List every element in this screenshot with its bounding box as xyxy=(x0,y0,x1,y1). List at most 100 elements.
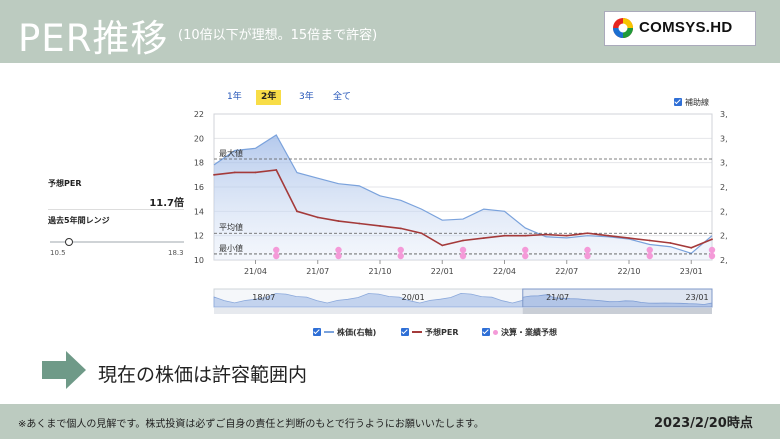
page-title: PER推移 xyxy=(18,17,169,60)
earnings-marker xyxy=(522,252,529,260)
y-left-tick-label: 18 xyxy=(194,159,204,168)
per-point xyxy=(316,216,319,219)
footer-bar: ※あくまで個人の見解です。株式投資は必ずご自身の責任と判断のもとで行うようにお願… xyxy=(0,404,780,439)
legend-price-checkbox[interactable] xyxy=(313,328,321,336)
x-tick-label: 23/01 xyxy=(680,267,703,276)
earnings-marker xyxy=(273,246,280,254)
reference-line-label: 最大値 xyxy=(219,148,243,158)
earnings-marker xyxy=(646,252,653,260)
y-right-tick-label: 3,170 xyxy=(720,159,728,168)
navigator-scrollbar-thumb xyxy=(522,308,712,314)
arrow-right-icon xyxy=(42,351,86,389)
per-point xyxy=(233,171,236,174)
tab-3y[interactable]: 3年 xyxy=(299,92,314,102)
earnings-marker xyxy=(646,246,653,254)
logo-text: COMSYS.HD xyxy=(639,19,733,36)
per-point xyxy=(524,234,527,237)
per-point xyxy=(503,234,506,237)
legend-earnings[interactable]: 決算・業績予想 xyxy=(482,327,557,338)
legend-earnings-label: 決算・業績予想 xyxy=(501,328,557,337)
per-point xyxy=(358,222,361,225)
earnings-marker xyxy=(708,252,716,260)
navigator-selection xyxy=(522,288,713,308)
legend-per[interactable]: 予想PER xyxy=(401,327,459,338)
navigator-tick-label: 23/01 xyxy=(686,293,709,302)
price-area xyxy=(214,135,712,260)
tab-2y[interactable]: 2年 xyxy=(256,90,282,105)
y-right-tick-label: 3,610 xyxy=(720,110,728,119)
navigator-scrollbar xyxy=(214,308,712,314)
y-right-tick-label: 2,950 xyxy=(720,183,728,192)
tab-1y[interactable]: 1年 xyxy=(227,92,242,102)
header-bar: PER推移 (10倍以下が理想。15倍まで許容) COMSYS.HD xyxy=(0,0,780,63)
earnings-marker xyxy=(459,252,467,260)
status-text: 現在の株価は許容範囲内 xyxy=(98,364,308,386)
earnings-marker xyxy=(397,252,404,260)
y-left-tick-label: 20 xyxy=(194,134,204,143)
per-point xyxy=(275,169,278,171)
disclaimer: ※あくまで個人の見解です。株式投資は必ずご自身の責任と判断のもとで行うようにお願… xyxy=(18,419,484,430)
x-tick-label: 21/04 xyxy=(244,267,267,276)
x-tick-label: 22/10 xyxy=(617,267,640,276)
legend-earnings-swatch xyxy=(493,330,498,335)
earnings-marker xyxy=(708,246,716,254)
per-point xyxy=(628,237,630,240)
per-point xyxy=(482,237,485,240)
range-max: 18.3 xyxy=(168,249,184,257)
company-logo: COMSYS.HD xyxy=(604,11,756,46)
per-point xyxy=(296,210,298,213)
helper-lines-toggle[interactable]: 補助線 xyxy=(674,97,709,108)
per-point xyxy=(462,239,464,242)
y-right-tick-label: 2,730 xyxy=(720,207,728,216)
earnings-marker xyxy=(335,252,342,260)
legend-price-label: 株価(右軸) xyxy=(337,328,377,337)
earnings-marker xyxy=(273,252,280,260)
helper-lines-label: 補助線 xyxy=(685,98,709,107)
reference-line-label: 最小値 xyxy=(219,243,243,253)
per-chart-card: 1年 2年 3年 全て 補助線 223,610203,390183,170162… xyxy=(186,84,728,345)
comsys-logo-icon xyxy=(613,18,633,38)
per-chart-svg: 22 3,610 20 3,390 18 3,170 16 2,950 14 2,730 12 2,5… xyxy=(194,110,728,314)
per-point xyxy=(648,239,651,242)
helper-lines-checkbox[interactable] xyxy=(674,98,682,106)
per-point xyxy=(379,225,381,227)
navigator-tick-label: 18/07 xyxy=(252,293,275,302)
range-min: 10.5 xyxy=(50,249,66,257)
per-point xyxy=(690,246,693,249)
earnings-marker xyxy=(459,246,467,254)
legend-price[interactable]: 株価(右軸) xyxy=(313,327,376,338)
legend-price-swatch xyxy=(324,331,334,333)
navigator-series xyxy=(213,292,713,308)
legend-per-swatch xyxy=(412,331,422,333)
per-point xyxy=(607,234,610,237)
x-tick-label: 22/01 xyxy=(431,267,454,276)
range-track xyxy=(50,241,184,243)
x-tick-label: 21/07 xyxy=(306,267,329,276)
navigator-tick-label: 21/07 xyxy=(546,293,569,302)
x-tick-label: 21/10 xyxy=(368,267,391,276)
earnings-marker xyxy=(584,246,591,254)
y-right-tick-label: 3,390 xyxy=(720,134,728,143)
panel-divider xyxy=(48,209,184,210)
per-summary-panel: 予想PER 11.7倍 過去5年間レンジ 10.5 18.3 xyxy=(44,170,188,267)
y-left-tick-label: 14 xyxy=(194,207,204,216)
y-left-tick-label: 16 xyxy=(194,183,204,192)
y-right-tick-label: 2,290 xyxy=(720,256,728,265)
per-point xyxy=(337,220,340,222)
navigator-tick-label: 20/01 xyxy=(402,293,425,302)
per-point xyxy=(420,232,423,235)
legend-per-checkbox[interactable] xyxy=(401,328,409,336)
y-left-tick-label: 12 xyxy=(194,232,204,241)
earnings-marker xyxy=(335,246,342,254)
tab-all[interactable]: 全て xyxy=(333,92,352,102)
range-label: 過去5年間レンジ xyxy=(48,216,110,225)
per-point xyxy=(545,233,547,236)
reference-line-label: 平均値 xyxy=(219,222,243,232)
per-point xyxy=(254,171,257,174)
per-point xyxy=(441,244,444,247)
legend-earnings-checkbox[interactable] xyxy=(482,328,490,336)
x-tick-label: 22/07 xyxy=(555,267,578,276)
per-point xyxy=(586,232,589,235)
legend-per-label: 予想PER xyxy=(425,328,459,337)
y-right-tick-label: 2,510 xyxy=(720,232,728,241)
